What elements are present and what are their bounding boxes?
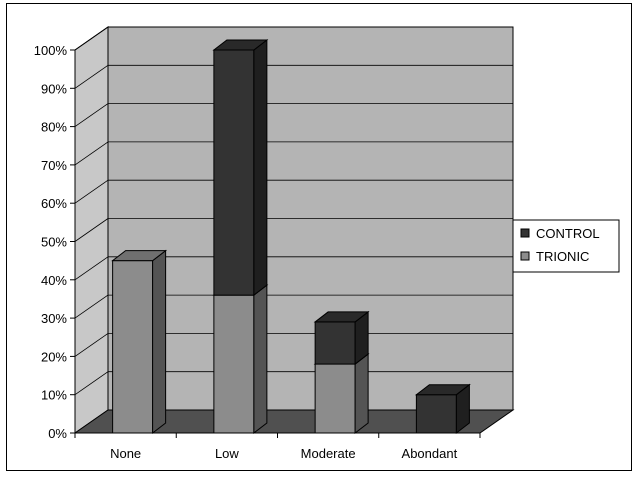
bar-trionic-none-side <box>152 249 167 435</box>
bar-control-moderate-top <box>313 311 370 323</box>
bar-control-low <box>212 38 269 297</box>
bar-trionic-low-side <box>253 284 268 435</box>
y-tick-label: 80% <box>41 120 67 135</box>
gridline-side <box>74 371 109 396</box>
legend-box <box>512 219 620 273</box>
bar-trionic-moderate-front <box>314 363 356 434</box>
gridline-side <box>74 103 109 127</box>
axes: 0% 10% 20% 30% 40% 50% 60% 70% 80% 90% 100% None Low… <box>34 43 481 461</box>
legend-label-control: CONTROL <box>536 226 600 241</box>
bar-control-moderate-front <box>314 321 356 365</box>
legend: CONTROL TRIONIC <box>512 219 620 273</box>
bar-trionic-moderate-side <box>354 353 369 435</box>
y-tick-label: 40% <box>41 273 67 288</box>
bar-trionic-low-front <box>213 294 255 434</box>
y-tick-label: 50% <box>41 235 67 250</box>
bar-trionic-none <box>111 249 168 435</box>
bar-trionic-low <box>212 284 269 435</box>
bar-control-low-side <box>253 38 268 297</box>
y-tick-label: 10% <box>41 388 67 403</box>
gridline-side <box>74 294 109 319</box>
y-tick-label: 70% <box>41 158 67 173</box>
y-tick-label: 90% <box>41 81 67 96</box>
x-tick-label: Abondant <box>402 446 458 461</box>
bar-trionic-moderate <box>313 353 370 435</box>
y-tick-label: 30% <box>41 311 67 326</box>
gridline-side <box>74 26 109 51</box>
gridline-side <box>74 141 109 166</box>
gridline-side <box>74 218 109 242</box>
x-tick-label: Moderate <box>301 446 356 461</box>
bar-control-abondant <box>414 383 471 435</box>
gridline-side <box>74 256 109 281</box>
bar-trionic-none-top <box>111 250 168 262</box>
y-tick-label: 100% <box>34 43 68 58</box>
bar-control-low-top <box>212 39 269 51</box>
x-tick-label: None <box>110 446 141 461</box>
y-tick-label: 0% <box>48 426 67 441</box>
y-tick-label: 20% <box>41 349 67 364</box>
legend-label-trionic: TRIONIC <box>536 249 589 264</box>
gridline-side <box>74 64 109 89</box>
x-tick-label: Low <box>215 446 239 461</box>
bar-control-abondant-top <box>414 384 471 396</box>
legend-swatch-trionic <box>520 251 530 261</box>
y-tick-label: 60% <box>41 196 67 211</box>
gridline-side <box>74 333 109 357</box>
gridlines <box>74 26 513 396</box>
bar-control-moderate <box>313 310 370 366</box>
gridline-side <box>74 179 109 204</box>
legend-swatch-control <box>520 228 530 238</box>
bar-control-low-front <box>213 49 255 296</box>
bars <box>111 38 471 435</box>
bar-control-abondant-front <box>415 394 457 434</box>
bar-trionic-none-front <box>112 260 154 434</box>
